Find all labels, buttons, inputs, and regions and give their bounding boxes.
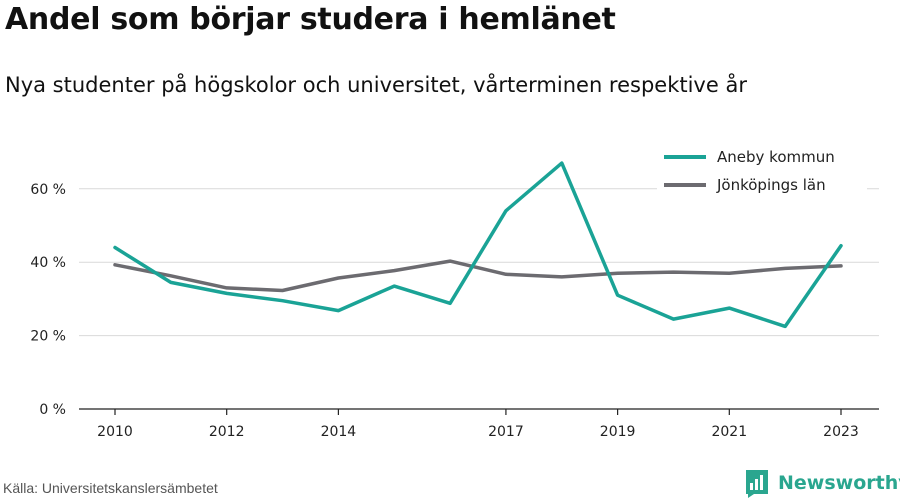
series-lines [113,161,843,329]
x-tick-label: 2017 [488,424,524,440]
x-axis: 2010 2012 2014 2017 2019 2021 2023 [97,409,859,440]
newsworthy-logo-icon [746,470,768,498]
x-tick-label: 2021 [711,424,747,440]
x-tick-label: 2014 [321,424,357,440]
legend-label: Aneby kommun [717,148,835,166]
series-line-jonkoping [113,259,843,293]
x-tick-label: 2023 [823,424,859,440]
chart-subtitle: Nya studenter på högskolor och universit… [5,73,747,97]
newsworthy-brand: Newsworthy [744,468,900,498]
chart-title: Andel som börjar studera i hemlänet [5,2,616,37]
x-tick-label: 2012 [209,424,245,440]
y-tick-label: 0 % [39,402,66,418]
brand-name: Newsworthy [778,472,900,494]
grid-lines [79,188,879,337]
series-line-aneby [113,161,843,329]
y-axis: 0 % 20 % 40 % 60 % [30,182,66,418]
y-tick-label: 20 % [30,329,66,345]
y-tick-label: 40 % [30,255,66,271]
source-note: Källa: Universitetskanslersämbetet [3,480,218,496]
x-tick-label: 2010 [97,424,133,440]
x-tick-label: 2019 [600,424,636,440]
line-chart: 0 % 20 % 40 % 60 % 2010 2012 2014 2017 2019 2021… [30,140,879,440]
legend-background [657,140,867,200]
legend-label: Jönköpings län [716,176,826,194]
legend: Aneby kommun Jönköpings län [657,140,867,200]
y-tick-label: 60 % [30,182,66,198]
